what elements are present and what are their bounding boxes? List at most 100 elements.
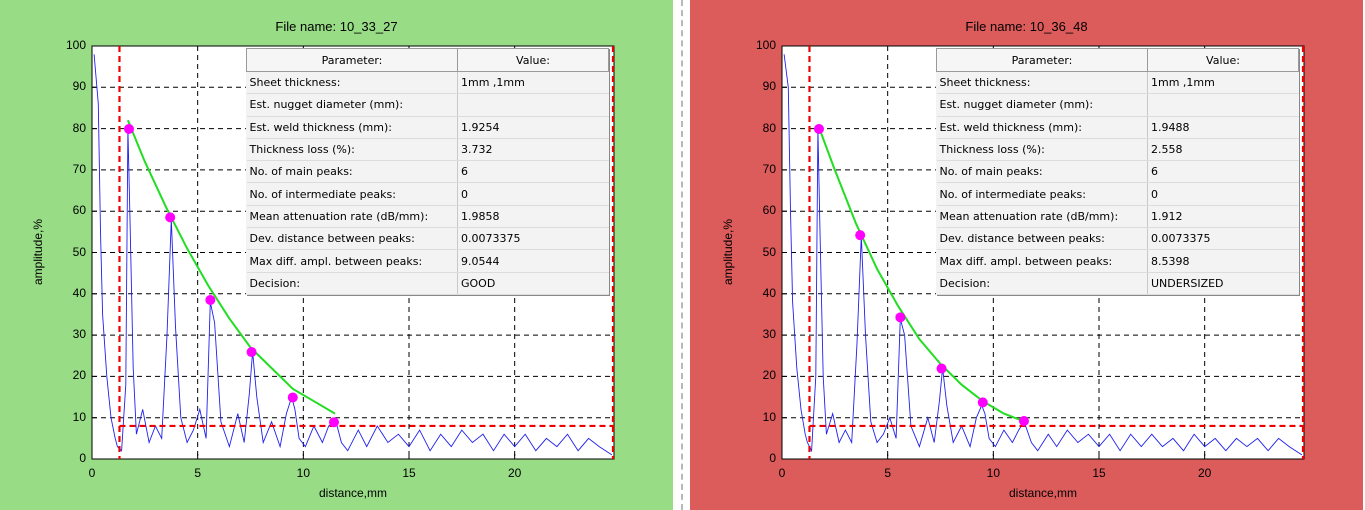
y-tick-label: 50 (762, 244, 776, 259)
parameter-name: Decision: (936, 272, 1148, 295)
y-tick-label: 30 (762, 327, 776, 342)
x-tick-label: 0 (88, 466, 96, 480)
parameter-value (457, 93, 609, 117)
left-panel: File name: 10_33_27 amplitude,% distance… (0, 0, 673, 510)
y-tick-label: 40 (72, 285, 86, 300)
y-tick-label: 90 (762, 79, 776, 94)
parameter-name: No. of main peaks: (936, 160, 1148, 184)
parameter-value (1147, 93, 1299, 117)
x-tick-label: 20 (507, 466, 522, 480)
plot-title: File name: 10_33_27 (275, 19, 398, 34)
peak-marker (1018, 416, 1029, 427)
parameter-name: Est. weld thickness (mm): (246, 116, 458, 139)
x-tick-label: 15 (402, 466, 416, 480)
parameter-name: Sheet thickness: (246, 71, 458, 95)
table-row: Dev. distance between peaks: 0.0073375 (246, 227, 609, 251)
parameter-name: Decision: (246, 272, 458, 295)
table-row: Dev. distance between peaks: 0.0073375 (936, 227, 1299, 251)
parameter-name: Est. nugget diameter (mm): (246, 93, 458, 117)
table-row: Thickness loss (%): 2.558 (936, 138, 1299, 162)
y-tick-label: 40 (762, 285, 776, 300)
table-row: Decision: UNDERSIZED (936, 272, 1299, 295)
parameter-name: Thickness loss (%): (936, 138, 1148, 162)
y-tick-label: 30 (72, 327, 86, 342)
parameter-value: 1mm ,1mm (457, 71, 609, 95)
y-tick-label: 80 (72, 120, 86, 135)
y-tick-label: 100 (65, 38, 86, 52)
x-tick-label: 15 (1092, 466, 1106, 480)
parameter-name: Dev. distance between peaks: (246, 227, 458, 251)
y-tick-label: 70 (762, 161, 776, 176)
peak-marker (895, 312, 906, 323)
x-tick-label: 20 (1197, 466, 1212, 480)
y-tick-label: 90 (72, 79, 86, 94)
y-tick-label: 10 (762, 409, 776, 424)
parameter-name: Sheet thickness: (936, 71, 1148, 95)
parameter-name: No. of main peaks: (246, 160, 458, 184)
y-axis-label: amplitude,% (721, 218, 735, 286)
x-tick-label: 10 (296, 466, 311, 480)
x-tick-label: 0 (778, 466, 786, 480)
decision-value: UNDERSIZED (1147, 272, 1299, 295)
table-row: Est. nugget diameter (mm): (246, 93, 609, 117)
parameter-header: Parameter: (936, 48, 1148, 72)
peak-marker (123, 124, 134, 135)
y-tick-label: 80 (762, 120, 776, 135)
table-header-row: Parameter: Value: (936, 48, 1299, 72)
parameter-name: No. of intermediate peaks: (246, 182, 458, 206)
y-tick-label: 60 (72, 203, 86, 218)
peak-marker (205, 294, 216, 305)
table-row: No. of intermediate peaks: 0 (936, 182, 1299, 206)
parameter-value: 9.0544 (457, 249, 609, 273)
x-tick-label: 5 (194, 466, 201, 480)
value-header: Value: (1147, 48, 1299, 72)
table-row: Est. nugget diameter (mm): (936, 93, 1299, 117)
parameter-name: No. of intermediate peaks: (936, 182, 1148, 206)
parameter-name: Est. nugget diameter (mm): (936, 93, 1148, 117)
table-row: Sheet thickness: 1mm ,1mm (936, 71, 1299, 95)
y-tick-label: 50 (72, 244, 86, 259)
parameter-value: 0 (1147, 182, 1299, 206)
decision-value: GOOD (457, 272, 609, 295)
parameter-value: 0 (457, 182, 609, 206)
peak-marker (855, 230, 866, 241)
x-axis-label: distance,mm (1008, 486, 1078, 500)
peak-marker (287, 392, 298, 403)
table-row: Mean attenuation rate (dB/mm): 1.9858 (246, 205, 609, 229)
x-tick-label: 5 (884, 466, 891, 480)
right-panel: File name: 10_36_48 amplitude,% distance… (690, 0, 1363, 510)
peak-marker (936, 363, 947, 374)
table-row: Thickness loss (%): 3.732 (246, 138, 609, 162)
y-tick-label: 70 (72, 161, 86, 176)
table-row: Decision: GOOD (246, 272, 609, 295)
table-row: Est. weld thickness (mm): 1.9254 (246, 116, 609, 139)
parameter-value: 0.0073375 (457, 227, 609, 251)
value-header: Value: (457, 48, 609, 72)
table-row: Max diff. ampl. between peaks: 9.0544 (246, 249, 609, 273)
table-row: No. of main peaks: 6 (246, 160, 609, 184)
x-tick-label: 10 (986, 466, 1001, 480)
fit-curve (126, 119, 336, 415)
parameter-name: Mean attenuation rate (dB/mm): (246, 205, 458, 229)
signal-line (783, 54, 1303, 456)
parameter-value: 6 (457, 160, 609, 184)
parameter-value: 6 (1147, 160, 1299, 184)
peak-marker (977, 397, 988, 408)
parameter-value: 1.9254 (457, 116, 609, 139)
parameter-name: Max diff. ampl. between peaks: (246, 249, 458, 273)
table-row: Mean attenuation rate (dB/mm): 1.912 (936, 205, 1299, 229)
table-row: Est. weld thickness (mm): 1.9488 (936, 116, 1299, 139)
parameter-name: Thickness loss (%): (246, 138, 458, 162)
peak-marker (813, 124, 824, 135)
table-row: Sheet thickness: 1mm ,1mm (246, 71, 609, 95)
parameter-value: 3.732 (457, 138, 609, 162)
peak-marker (246, 347, 257, 358)
parameter-value: 8.5398 (1147, 249, 1299, 273)
y-tick-label: 60 (762, 203, 776, 218)
parameter-name: Est. weld thickness (mm): (936, 116, 1148, 139)
peak-marker (328, 417, 339, 428)
parameter-value: 0.0073375 (1147, 227, 1299, 251)
parameter-name: Dev. distance between peaks: (936, 227, 1148, 251)
y-tick-label: 20 (762, 368, 776, 383)
signal-line (93, 54, 613, 456)
